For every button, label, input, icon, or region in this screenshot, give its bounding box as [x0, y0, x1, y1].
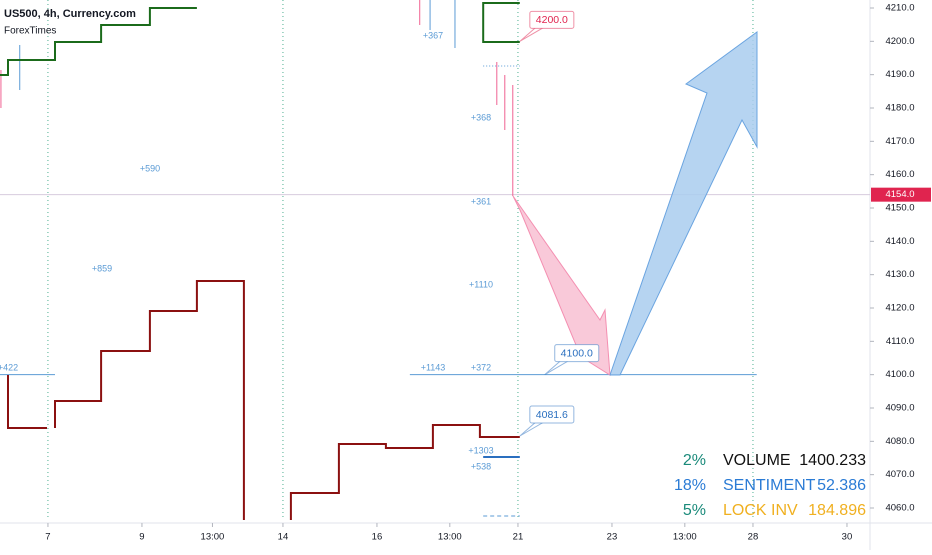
y-tick-label: 4180.0: [885, 103, 914, 114]
callout-label: 4100.0: [561, 347, 593, 359]
stat-name: VOLUME: [723, 452, 791, 469]
note-label: +368: [471, 112, 491, 122]
step-line: [7, 280, 245, 520]
x-tick-label: 13:00: [201, 532, 225, 543]
y-tick-label: 4140.0: [885, 236, 914, 247]
plot-area: [0, 0, 870, 520]
stat-value: 52.386: [817, 477, 866, 494]
note-label: +367: [423, 30, 443, 40]
note-label: +1143: [421, 362, 446, 372]
x-tick-label: 9: [139, 532, 144, 543]
y-tick-label: 4130.0: [885, 269, 914, 280]
y-tick-label: 4120.0: [885, 303, 914, 314]
x-tick-label: 14: [278, 532, 289, 543]
y-tick-label: 4090.0: [885, 403, 914, 414]
y-tick-label: 4060.0: [885, 503, 914, 514]
note-label: +1303: [468, 445, 493, 455]
y-tick-label: 4160.0: [885, 169, 914, 180]
callout-box: [529, 10, 575, 29]
note-label: +372: [471, 362, 491, 372]
note-label: +590: [140, 163, 160, 173]
y-tick-label: 4110.0: [886, 336, 914, 347]
x-tick-label: 13:00: [438, 532, 462, 543]
stat-pct: 18%: [674, 477, 706, 494]
step-line: [289, 424, 520, 520]
stat-pct: 2%: [683, 452, 706, 469]
overlay: 4200.0 4100.0 4081.6 +367 +368 +361 +1110 +372 +…: [0, 10, 866, 519]
note-label: +538: [471, 461, 491, 471]
callout-label: 4200.0: [536, 14, 568, 26]
y-tick-label: 4170.0: [885, 136, 914, 147]
stat-name: SENTIMENT: [723, 477, 816, 494]
y-tick-label: 4190.0: [885, 69, 914, 80]
stat-value: 1400.233: [799, 452, 866, 469]
x-tick-label: 28: [748, 532, 759, 543]
symbol-title: US500, 4h, Currency.com: [4, 8, 136, 20]
y-tick-label: 4100.0: [885, 369, 914, 380]
y-tick-label: 4210.0: [885, 3, 914, 14]
x-tick-label: 7: [45, 532, 50, 543]
note-label: +361: [471, 196, 491, 206]
stat-name: LOCK INV: [723, 502, 798, 519]
x-tick-label: 23: [607, 532, 618, 543]
last-price-label: 4154.0: [885, 189, 914, 200]
callout-label: 4081.6: [536, 409, 568, 421]
up-arrow: [609, 31, 758, 376]
note-label: +422: [0, 362, 18, 372]
y-tick-label: 4070.0: [885, 469, 914, 480]
stat-pct: 5%: [683, 502, 706, 519]
note-label: +1110: [469, 279, 493, 289]
callout-box: [529, 405, 575, 424]
step-line: [0, 7, 197, 76]
x-tick-label: 16: [372, 532, 383, 543]
x-tick-label: 21: [513, 532, 524, 543]
stat-value: 184.896: [808, 502, 866, 519]
down-arrow: [512, 195, 611, 376]
note-label: +859: [92, 263, 112, 273]
y-tick-label: 4200.0: [885, 36, 914, 47]
y-tick-label: 4150.0: [885, 203, 914, 214]
x-tick-label: 13:00: [673, 532, 697, 543]
step-line: [482, 2, 520, 43]
x-tick-label: 30: [842, 532, 853, 543]
y-tick-label: 4080.0: [885, 436, 914, 447]
last-price-box: [871, 187, 931, 202]
subtitle: ForexTimes: [4, 26, 56, 37]
callout-box: [554, 344, 600, 363]
